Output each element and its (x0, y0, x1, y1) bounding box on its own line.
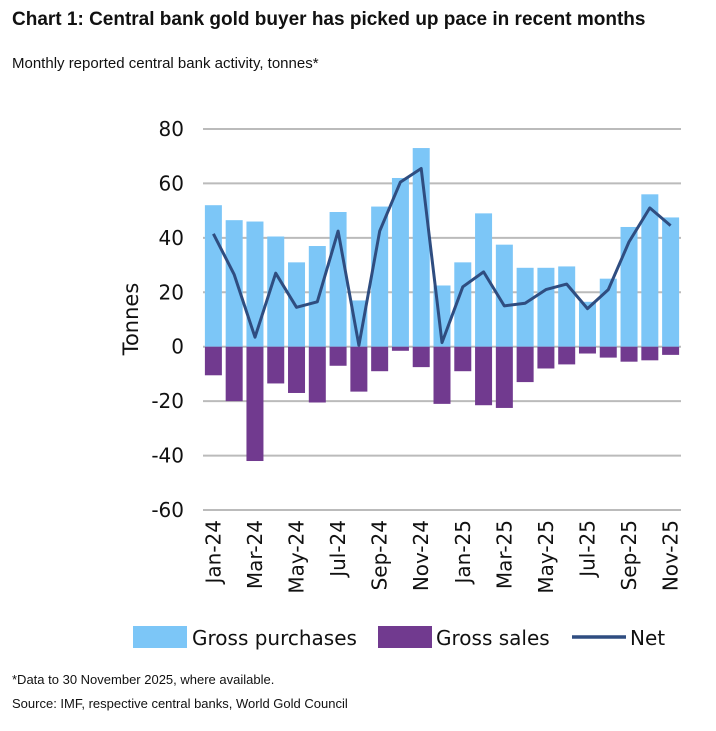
x-tick-label: Nov-24 (409, 520, 433, 591)
source-note: Source: IMF, respective central banks, W… (12, 696, 348, 711)
bar-gross-sales (267, 346, 285, 384)
bar-gross-purchases (620, 226, 638, 347)
bar-gross-sales (558, 346, 576, 365)
y-tick-label: -60 (151, 498, 184, 522)
bar-gross-purchases (599, 278, 617, 347)
y-tick-label: -40 (151, 444, 184, 468)
bar-gross-sales (246, 346, 264, 462)
bar-gross-sales (537, 346, 555, 369)
bar-gross-sales (662, 346, 680, 355)
x-tick-label: Mar-24 (243, 520, 267, 589)
x-tick-label: Jan-24 (201, 520, 225, 586)
bar-gross-purchases (495, 244, 513, 347)
footnote: *Data to 30 November 2025, where availab… (12, 672, 275, 687)
bar-gross-purchases (516, 267, 534, 347)
bar-gross-sales (412, 346, 430, 368)
bar-gross-sales (433, 346, 451, 404)
x-tick-label: Jan-25 (451, 520, 475, 586)
x-tick-label: May-25 (534, 520, 558, 594)
bar-gross-sales (329, 346, 347, 366)
x-tick-label: Nov-25 (659, 520, 683, 591)
bar-gross-sales (578, 346, 596, 354)
bar-gross-sales (308, 346, 326, 403)
bar-gross-purchases (475, 213, 493, 347)
y-tick-label: 20 (159, 280, 184, 304)
bar-gross-sales (288, 346, 306, 393)
y-tick-label: -20 (151, 389, 184, 413)
bar-gross-sales (454, 346, 472, 372)
legend-swatch-gross-sales (378, 626, 432, 648)
bar-gross-sales (350, 346, 368, 392)
x-tick-label: Mar-25 (492, 520, 516, 589)
bar-gross-sales (620, 346, 638, 362)
y-tick-label: 80 (159, 117, 184, 141)
x-tick-label: Sep-24 (368, 520, 392, 590)
bar-gross-purchases (350, 300, 368, 347)
legend-label-gross-purchases: Gross purchases (192, 626, 357, 650)
y-tick-label: 0 (171, 335, 184, 359)
bar-gross-sales (391, 346, 409, 351)
y-tick-label: 40 (159, 226, 184, 250)
bar-gross-sales (225, 346, 243, 402)
line-net (212, 167, 672, 347)
x-tick-label: Jul-25 (575, 520, 599, 579)
bar-gross-sales (475, 346, 493, 406)
bar-gross-purchases (246, 221, 264, 347)
x-tick-label: Jul-24 (326, 520, 350, 579)
bar-gross-purchases (371, 206, 389, 347)
y-axis-label: Tonnes (119, 283, 143, 357)
legend-swatch-gross-purchases (133, 626, 187, 648)
bar-gross-purchases (537, 267, 555, 347)
bar-gross-purchases (558, 266, 576, 347)
bar-gross-sales (495, 346, 513, 408)
bar-gross-sales (599, 346, 617, 358)
legend-label-gross-sales: Gross sales (436, 626, 550, 650)
bar-gross-purchases (267, 236, 285, 347)
bar-gross-purchases (308, 246, 326, 347)
bar-gross-purchases (641, 194, 659, 347)
chart-subtitle: Monthly reported central bank activity, … (12, 55, 319, 72)
bar-gross-sales (516, 346, 534, 383)
bar-gross-sales (204, 346, 222, 376)
bar-gross-purchases (204, 205, 222, 347)
bar-gross-purchases (578, 301, 596, 347)
legend-label-net: Net (630, 626, 665, 650)
x-tick-label: May-24 (285, 520, 309, 594)
bar-gross-purchases (391, 177, 409, 347)
bar-gross-purchases (662, 217, 680, 347)
bar-gross-sales (641, 346, 659, 361)
x-tick-label: Sep-25 (617, 520, 641, 590)
bar-gross-purchases (225, 220, 243, 347)
y-tick-label: 60 (159, 171, 184, 195)
bar-gross-sales (371, 346, 389, 372)
legend: Gross purchases Gross sales Net (133, 626, 665, 650)
chart-title: Chart 1: Central bank gold buyer has pic… (12, 9, 646, 30)
